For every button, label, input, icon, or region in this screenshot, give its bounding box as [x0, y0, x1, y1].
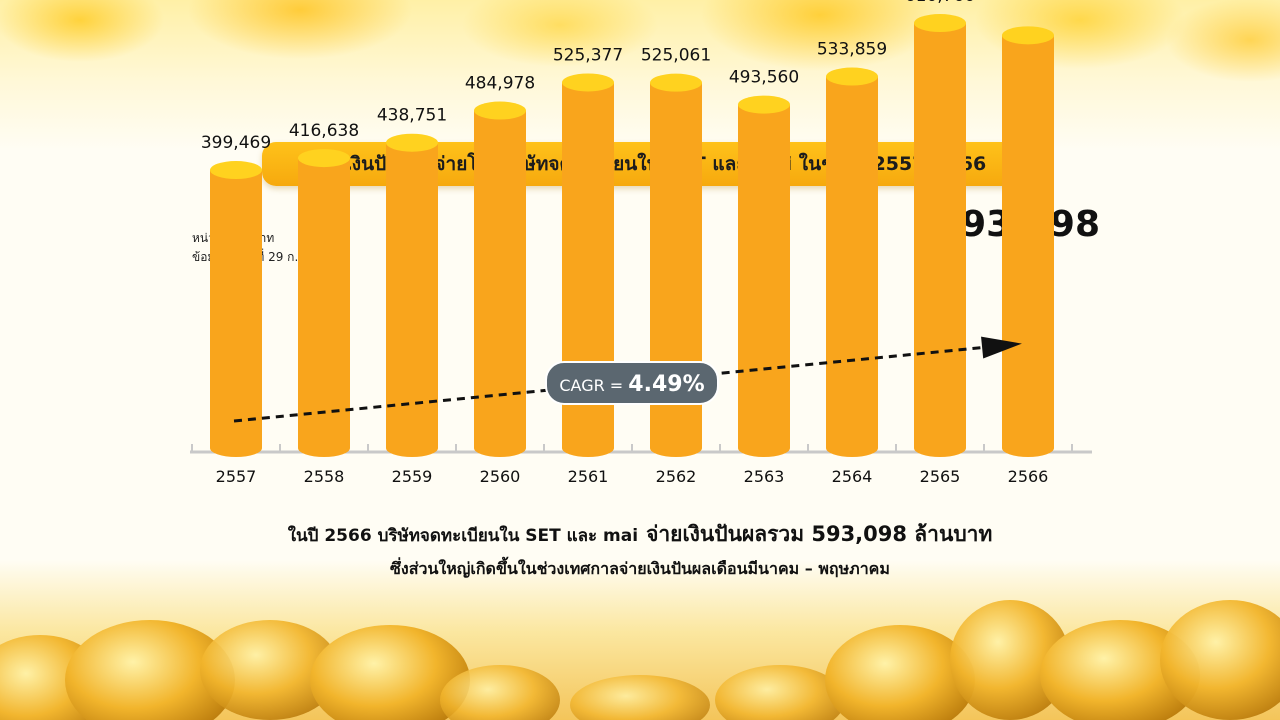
bar-2559 — [386, 133, 438, 458]
bar-top — [474, 101, 526, 120]
bar-top — [914, 14, 966, 33]
bar-body — [914, 23, 966, 457]
bar-top — [650, 73, 702, 92]
bar-top — [826, 67, 878, 86]
bar-2565 — [914, 14, 966, 457]
summary-emphasis: จ่ายเงินปันผลรวม 593,098 ล้านบาท — [646, 522, 993, 546]
bar-top — [386, 133, 438, 152]
bar-2566 — [1002, 26, 1054, 457]
bar-body — [386, 142, 438, 458]
gold-coins-decoration — [0, 600, 1280, 720]
value-label: 399,469 — [201, 133, 271, 153]
bar-top — [738, 95, 790, 114]
category-label: 2561 — [568, 467, 609, 486]
bar-2563 — [738, 95, 790, 457]
value-label: 525,377 — [553, 45, 623, 65]
trend-line — [233, 343, 1009, 423]
value-label: 416,638 — [289, 121, 359, 141]
bar-2560 — [474, 101, 526, 457]
background-gold-top — [0, 0, 1280, 150]
bar-top — [298, 149, 350, 168]
value-label: 484,978 — [465, 74, 535, 94]
category-label: 2557 — [216, 467, 257, 486]
summary-line-2: ซึ่งส่วนใหญ่เกิดขึ้นในช่วงเทศกาลจ่ายเงิน… — [390, 559, 890, 578]
bar-body — [826, 76, 878, 458]
bar-2564 — [826, 67, 878, 458]
value-label: 493,560 — [729, 68, 799, 88]
trend-arrowhead — [981, 336, 1022, 359]
category-label: 2565 — [920, 467, 961, 486]
value-label: 525,061 — [641, 46, 711, 66]
bar-body — [738, 104, 790, 457]
category-label: 2562 — [656, 467, 697, 486]
category-label: 2563 — [744, 467, 785, 486]
bar-2557 — [210, 161, 262, 457]
cagr-text: CAGR = 4.49% — [559, 372, 704, 397]
category-label: 2559 — [392, 467, 433, 486]
cagr-badge — [545, 361, 719, 405]
category-label: 2566 — [1008, 467, 1049, 486]
bar-body — [210, 170, 262, 457]
bar-body — [1002, 35, 1054, 457]
category-label: 2558 — [304, 467, 345, 486]
bar-2558 — [298, 149, 350, 458]
bar-body — [298, 158, 350, 458]
summary-prefix: ในปี 2566 บริษัทจดทะเบียนใน SET และ mai — [287, 526, 639, 546]
bar-top — [562, 73, 614, 92]
value-label: 438,751 — [377, 106, 447, 126]
value-label: 533,859 — [817, 40, 887, 60]
cagr-value: 4.49% — [628, 372, 704, 397]
bar-top — [210, 161, 262, 180]
value-label: 610,760 — [905, 0, 975, 6]
cagr-label: CAGR = — [559, 376, 628, 395]
bar-body — [474, 110, 526, 457]
bar-top — [1002, 26, 1054, 45]
category-label: 2564 — [832, 467, 873, 486]
category-label: 2560 — [480, 467, 521, 486]
summary-line-1: ในปี 2566 บริษัทจดทะเบียนใน SET และ mai จ… — [0, 518, 1280, 551]
